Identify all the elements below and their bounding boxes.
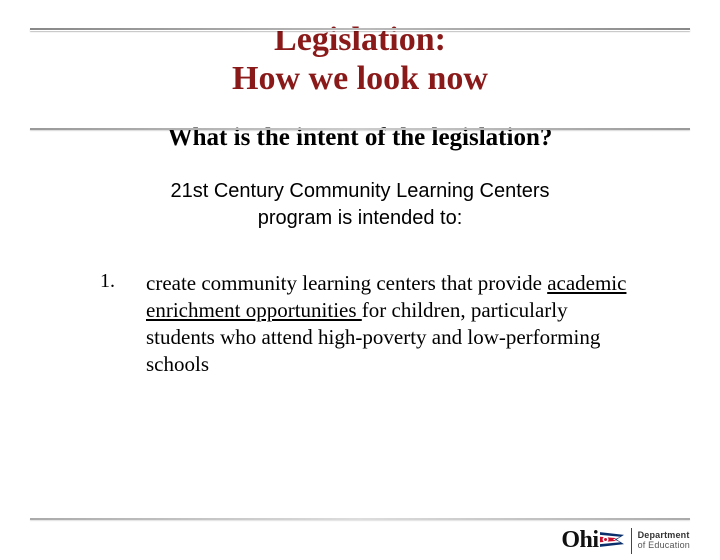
numbered-list: 1. create community learning centers tha… — [0, 270, 720, 378]
slide-title: Legislation: How we look now — [0, 20, 720, 98]
logo-ohio-text-left: Ohi — [561, 527, 598, 554]
list-body: create community learning centers that p… — [146, 270, 640, 378]
logo-department-text: Department of Education — [638, 531, 690, 550]
top-divider — [30, 28, 690, 31]
bottom-divider — [30, 518, 690, 520]
list-text-pre: create community learning centers that p… — [146, 271, 547, 295]
title-line-2: How we look now — [0, 59, 720, 98]
logo-ohio-wordmark: Ohi — [561, 527, 624, 554]
title-line-1: Legislation: — [0, 20, 720, 59]
logo-divider — [631, 528, 632, 554]
logo-dept-line2: of Education — [638, 541, 690, 550]
intro-line-1: 21st Century Community Learning Centers — [0, 178, 720, 205]
title-divider — [30, 128, 690, 130]
list-number: 1. — [100, 270, 122, 293]
ohio-dept-education-logo: Ohi Department of Education — [561, 527, 690, 554]
intro-text: 21st Century Community Learning Centers … — [0, 178, 720, 232]
list-item: 1. create community learning centers tha… — [100, 270, 640, 378]
intro-line-2: program is intended to: — [0, 205, 720, 232]
